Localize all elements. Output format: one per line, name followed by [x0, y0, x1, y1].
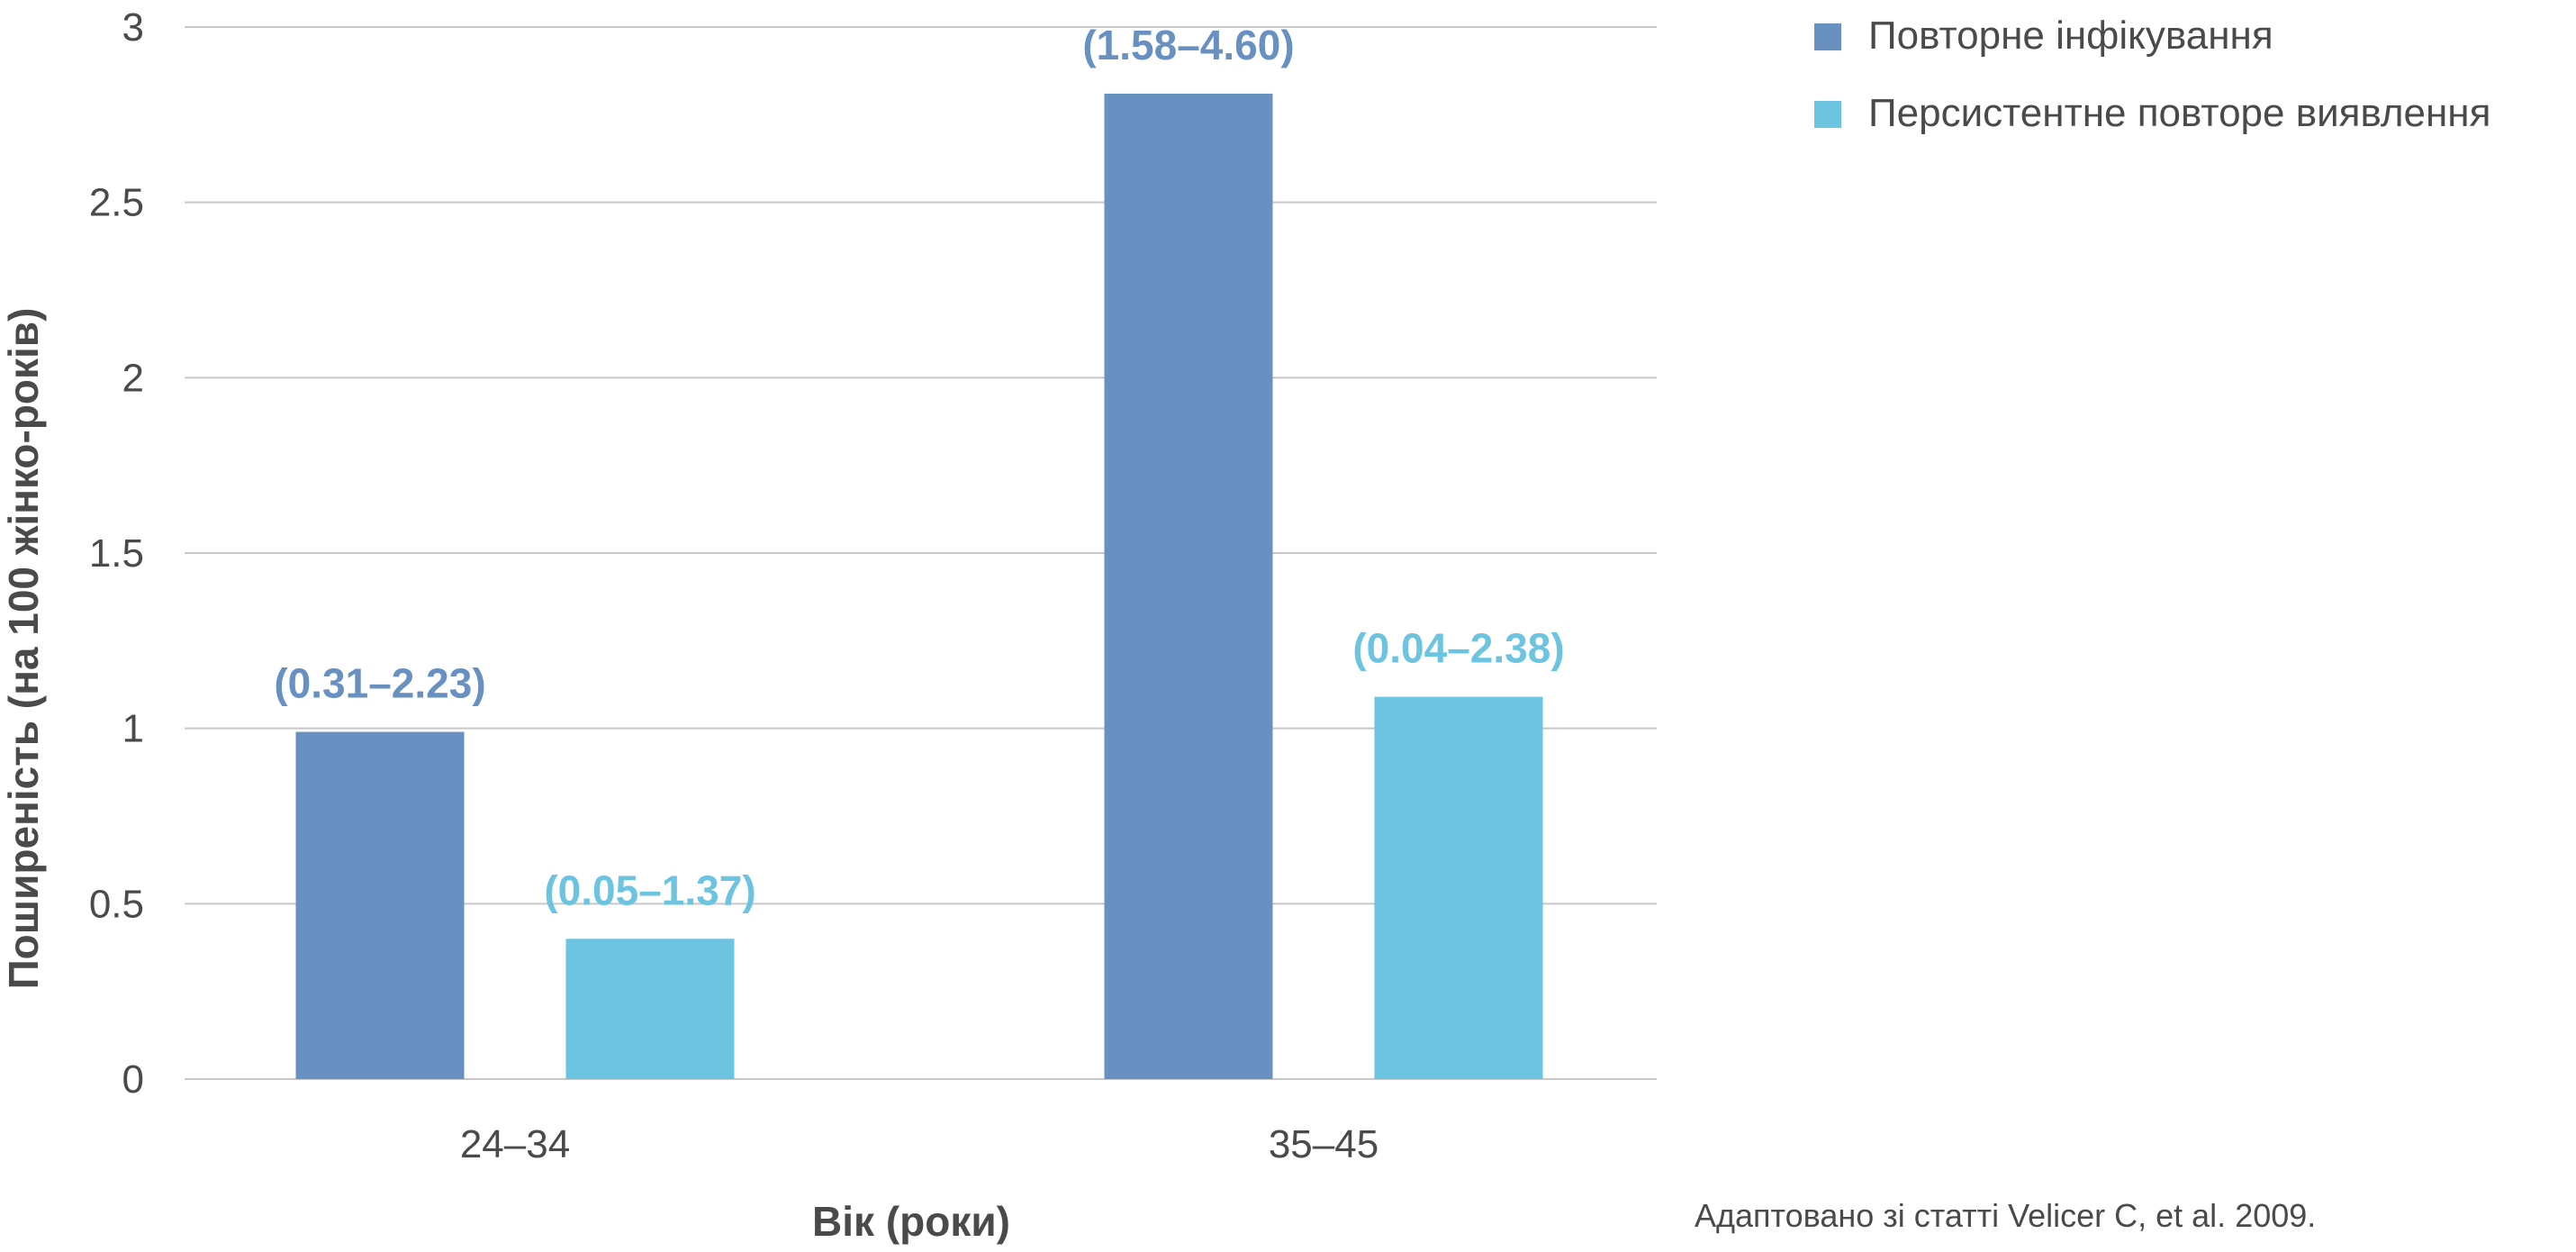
legend-label: Персистентне повторе виявлення: [1868, 91, 2490, 135]
bar: [1104, 93, 1273, 1079]
legend-swatch: [1814, 23, 1841, 50]
data-label: (0.05–1.37): [544, 866, 755, 913]
y-tick-label: 3: [122, 5, 144, 50]
bar: [1374, 696, 1543, 1079]
data-labels: (0.31–2.23) (1.58–4.60) (0.05–1.37) (0.04–2…: [274, 22, 1564, 913]
y-axis-label: Поширеність (на 100 жінко-років): [0, 308, 47, 990]
y-tick-label: 2.5: [89, 181, 144, 225]
x-tick-label: 24–34: [460, 1122, 570, 1166]
legend: Повторне інфікування Персистентне повторе…: [1814, 14, 2490, 135]
legend-label: Повторне інфікування: [1868, 14, 2273, 58]
source-note: Адаптовано зі статті Velicer C, et al. 2…: [1695, 1197, 2316, 1234]
y-tick-label: 1: [122, 707, 144, 751]
y-tick-labels: 0 0.5 1 1.5 2 2.5 3: [89, 5, 144, 1102]
x-tick-label: 35–45: [1269, 1122, 1378, 1166]
bars: [295, 93, 1543, 1079]
legend-swatch: [1814, 101, 1841, 128]
bar: [565, 939, 735, 1079]
data-label: (0.04–2.38): [1352, 625, 1564, 672]
data-label: (1.58–4.60): [1082, 22, 1294, 68]
bar: [295, 731, 465, 1079]
data-label: (0.31–2.23): [274, 660, 485, 707]
x-tick-labels: 24–34 35–45: [460, 1122, 1378, 1166]
y-tick-label: 1.5: [89, 531, 144, 576]
x-axis-label: Вік (роки): [812, 1198, 1010, 1245]
y-tick-label: 0.5: [89, 882, 144, 926]
y-tick-label: 2: [122, 356, 144, 400]
y-tick-label: 0: [122, 1057, 144, 1102]
